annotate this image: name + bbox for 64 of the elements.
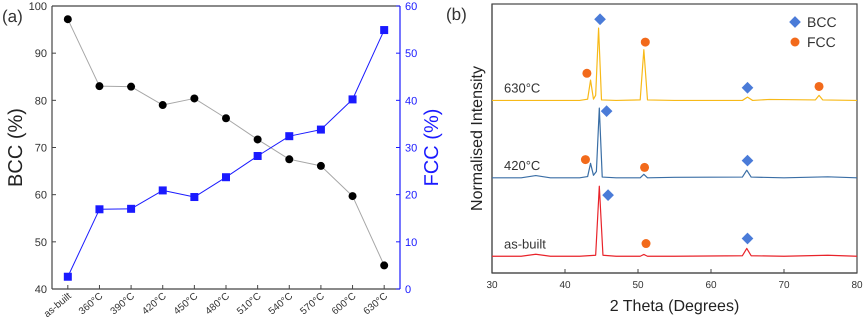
point: [95, 82, 104, 90]
x-axis-title: 2 Theta (Degrees): [610, 298, 740, 315]
point: [64, 272, 72, 281]
point: [640, 162, 650, 172]
point: [316, 162, 325, 170]
point: [127, 204, 136, 213]
point: [600, 105, 612, 117]
y2-tick-label: 30: [405, 142, 418, 154]
point: [190, 94, 198, 102]
y-tick-label: 60: [34, 190, 47, 202]
point: [380, 26, 388, 34]
point: [642, 239, 651, 248]
y-tick-label: 70: [34, 142, 47, 154]
y2-axis-title: FCC (%): [421, 108, 443, 186]
point: [348, 192, 357, 200]
y2-tick-label: 50: [405, 48, 418, 60]
y2-tick-label: 20: [405, 190, 418, 202]
point: [222, 114, 230, 122]
point: [742, 82, 754, 94]
x-tick-label: 30: [486, 280, 498, 291]
point: [254, 135, 262, 144]
point: [580, 155, 590, 164]
x-tick-label: 80: [851, 280, 863, 291]
chart-title: (b): [446, 5, 467, 24]
point: [640, 38, 650, 47]
y-tick-label: 100: [28, 1, 47, 13]
point: [348, 95, 357, 104]
point: [285, 155, 294, 164]
y2-tick-label: 10: [405, 236, 418, 249]
y-axis-title: BCC (%): [5, 108, 27, 187]
series-label: as-built: [504, 236, 546, 252]
point: [582, 68, 592, 78]
y-tick-label: 90: [34, 48, 47, 60]
x-tick-label: 40: [559, 280, 571, 291]
point: [742, 154, 754, 166]
point: [742, 232, 754, 244]
point: [64, 15, 72, 24]
x-tick-label: 60: [705, 280, 717, 291]
legend-label: BCC: [807, 14, 837, 30]
x-tick-label: 70: [778, 280, 790, 291]
chart-title: (a): [2, 7, 23, 26]
y2-tick-label: 40: [405, 95, 418, 108]
x-tick-label: 50: [632, 280, 644, 291]
point: [316, 126, 325, 134]
y2-tick-label: 0: [405, 284, 412, 296]
y-axis-title: Normalised Intensity: [469, 66, 486, 211]
point: [127, 82, 136, 91]
point: [380, 261, 388, 270]
point: [285, 132, 294, 140]
point: [814, 82, 824, 91]
series-label: 630°C: [504, 80, 540, 96]
legend-label: FCC: [807, 34, 836, 50]
point: [158, 186, 167, 194]
y-tick-label: 80: [34, 95, 47, 108]
y2-tick-label: 60: [405, 1, 418, 13]
point: [594, 13, 606, 26]
point: [95, 205, 104, 214]
point: [222, 173, 230, 182]
point: [602, 189, 614, 201]
series-label: 420°C: [504, 158, 540, 173]
point: [158, 101, 167, 110]
y-tick-label: 50: [34, 236, 47, 249]
point: [254, 152, 262, 160]
point: [190, 193, 198, 202]
